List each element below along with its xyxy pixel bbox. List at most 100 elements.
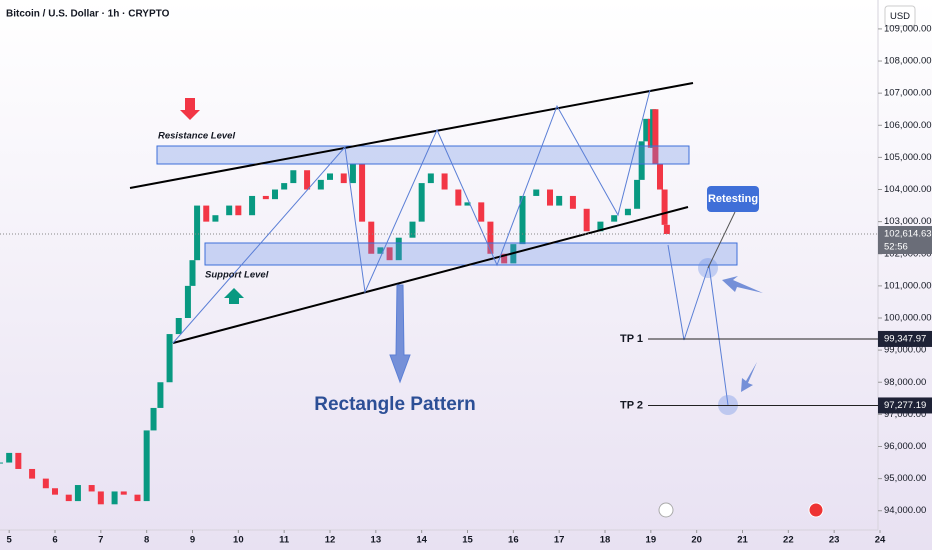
- candle: [455, 189, 462, 206]
- candle: [304, 170, 311, 190]
- candle: [547, 189, 553, 206]
- x-tick-label: 6: [52, 535, 57, 546]
- y-tick-label: 100,000.00: [884, 313, 932, 324]
- candle: [533, 189, 540, 196]
- candle: [29, 468, 36, 479]
- candle: [409, 221, 416, 238]
- candle: [611, 215, 618, 222]
- candle: [519, 195, 526, 245]
- candle: [395, 237, 402, 261]
- channel-bottom: [172, 206, 689, 344]
- candle: [262, 195, 269, 200]
- candle: [42, 478, 49, 489]
- pattern-arrow: [389, 284, 411, 384]
- candle: [143, 430, 150, 502]
- candle: [111, 491, 118, 505]
- x-tick-label: 11: [279, 535, 290, 546]
- candle: [597, 221, 604, 232]
- level-box: [878, 397, 932, 414]
- candle: [15, 452, 22, 469]
- channel-top: [129, 82, 694, 189]
- y-tick-label: 98,000.00: [884, 377, 926, 388]
- candle: [478, 202, 485, 222]
- candle: [249, 195, 256, 216]
- y-tick-label: 107,000.00: [884, 88, 932, 99]
- annotations: Retesting Resistance Level Support Level…: [129, 82, 824, 518]
- currency[interactable]: USD: [890, 11, 910, 22]
- callout-text: Retesting: [708, 193, 758, 205]
- candle: [65, 494, 72, 502]
- y-tick-label: 109,000.00: [884, 23, 932, 34]
- candle: [226, 205, 233, 216]
- x-tick-label: 12: [325, 535, 336, 546]
- level-box: [878, 330, 932, 347]
- y-tick-label: 101,000.00: [884, 280, 932, 291]
- candle: [290, 170, 297, 184]
- plot: [0, 109, 670, 505]
- candle: [184, 285, 191, 318]
- candle: [569, 195, 576, 209]
- candle: [189, 260, 196, 286]
- candle: [134, 494, 141, 502]
- candle: [634, 179, 641, 209]
- level-label: 97,277.19: [884, 400, 926, 411]
- x-tick-label: 8: [144, 535, 149, 546]
- x-tick-label: 14: [416, 535, 427, 546]
- y-tick-label: 99,000.00: [884, 345, 926, 356]
- x-tick-label: 18: [600, 535, 611, 546]
- level-label: 99,347.97: [884, 333, 926, 344]
- y-tick-label: 104,000.00: [884, 184, 932, 195]
- event-icon[interactable]: [808, 502, 824, 518]
- event-icon[interactable]: [658, 502, 674, 518]
- x-tick-label: 5: [7, 535, 13, 546]
- candle: [272, 189, 278, 200]
- price-box: [878, 226, 932, 255]
- zigzag: [172, 89, 651, 344]
- pointer-arrow: [722, 276, 763, 293]
- candle: [657, 163, 663, 190]
- up-arrow: [224, 288, 244, 304]
- candle: [386, 247, 393, 261]
- candle: [377, 247, 384, 254]
- pointer-arrow: [741, 362, 757, 392]
- candle: [194, 205, 201, 261]
- projection: [667, 244, 729, 406]
- candle: [583, 208, 590, 232]
- candle: [166, 334, 173, 383]
- x-tick-label: 13: [371, 535, 382, 546]
- candle: [212, 215, 219, 222]
- x-tick-label: 15: [462, 535, 473, 546]
- chart-title: Bitcoin / U.S. Dollar · 1h · CRYPTO: [6, 9, 170, 20]
- candle: [52, 488, 58, 495]
- level-name: TP 1: [620, 333, 643, 345]
- candle: [340, 173, 347, 184]
- candle: [643, 118, 650, 142]
- x-tick-label: 22: [783, 535, 794, 546]
- candle: [150, 407, 157, 431]
- candle: [464, 202, 471, 206]
- candle: [487, 221, 494, 254]
- y-tick-label: 96,000.00: [884, 441, 926, 452]
- candle: [427, 173, 434, 184]
- level-name: TP 2: [620, 399, 643, 411]
- candle: [624, 208, 631, 216]
- currency-box[interactable]: [884, 5, 916, 27]
- x-tick-label: 16: [508, 535, 519, 546]
- y-tick-label: 108,000.00: [884, 56, 932, 67]
- x-tick-label: 7: [98, 535, 103, 546]
- support-zone: [204, 242, 738, 266]
- candle: [638, 141, 645, 180]
- candle: [97, 491, 104, 505]
- candle: [359, 163, 366, 222]
- x-tick-label: 20: [691, 535, 702, 546]
- countdown: 52:56: [884, 242, 908, 253]
- candle: [175, 318, 182, 335]
- price-label: 102,614.63: [884, 229, 932, 240]
- down-arrow: [180, 98, 200, 120]
- callout-line: [707, 211, 736, 269]
- candle: [281, 183, 288, 190]
- pattern-label: Rectangle Pattern: [314, 394, 476, 415]
- x-tick-label: 23: [829, 535, 840, 546]
